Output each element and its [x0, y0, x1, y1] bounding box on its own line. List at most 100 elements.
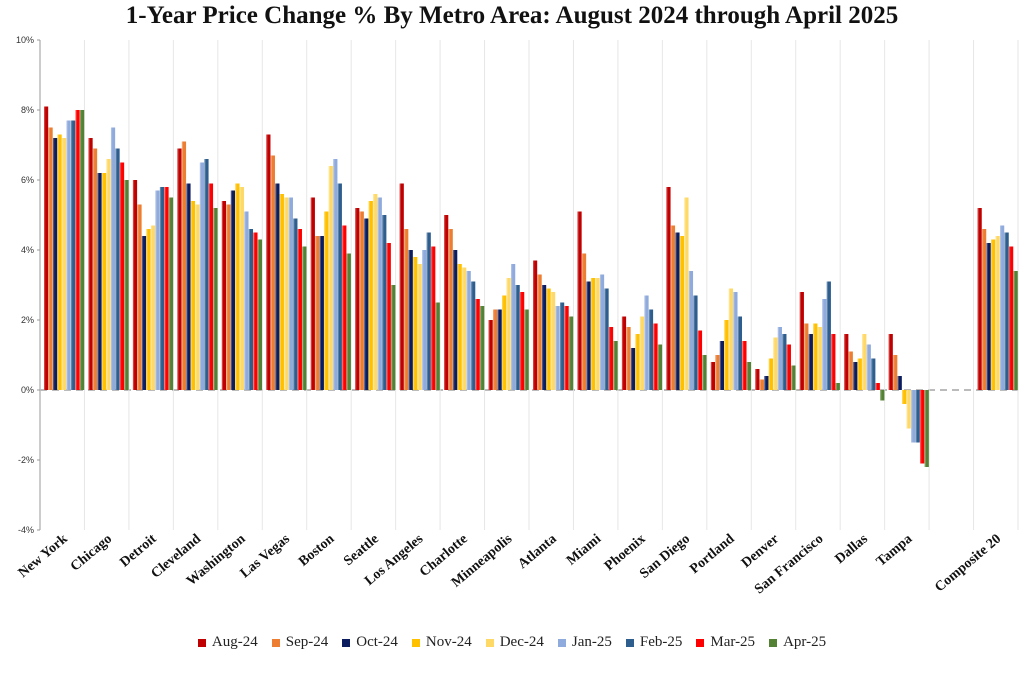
bar [608, 327, 614, 390]
bar-highlight [542, 285, 544, 390]
bar-highlight [466, 271, 468, 390]
y-tick-label: -2% [18, 455, 34, 465]
bar [742, 341, 747, 390]
bar-highlight [817, 327, 819, 390]
bar [444, 215, 449, 390]
bar [106, 159, 111, 390]
bar [284, 197, 289, 390]
bar-highlight [608, 327, 611, 390]
bar [364, 218, 369, 390]
bar-highlight [92, 148, 95, 390]
bar [88, 138, 93, 390]
bar-highlight [57, 134, 59, 390]
bar [293, 218, 298, 390]
bar-highlight [777, 327, 779, 390]
bar [604, 288, 609, 390]
bar [915, 390, 920, 443]
bar-highlight [315, 236, 317, 390]
bar-highlight [880, 390, 882, 401]
bar [613, 341, 618, 390]
bar-highlight [897, 376, 899, 390]
bar [644, 295, 649, 390]
bar [62, 138, 67, 390]
bar-highlight [110, 127, 113, 390]
bar-highlight [515, 285, 517, 390]
bar-highlight [546, 288, 548, 390]
bar-highlight [920, 390, 922, 464]
bar-highlight [413, 257, 415, 390]
bar-highlight [697, 330, 700, 390]
bar-highlight [657, 344, 660, 390]
bar [253, 232, 258, 390]
legend-swatch [271, 638, 280, 647]
bar-highlight [88, 138, 90, 390]
bar-highlight [715, 355, 717, 390]
bar-highlight [399, 183, 401, 390]
bar-highlight [915, 390, 917, 443]
bar-highlight [675, 232, 677, 390]
bar [639, 316, 645, 390]
bar-highlight [804, 323, 806, 390]
bar [746, 362, 752, 390]
legend-swatch [625, 638, 634, 647]
bar [653, 323, 658, 390]
bar [577, 211, 582, 390]
bar [275, 183, 280, 390]
bar-highlight [684, 197, 686, 390]
bar [791, 365, 796, 390]
bar [408, 250, 413, 390]
bar-highlight [213, 208, 215, 390]
bar-highlight [186, 183, 188, 390]
bar-highlight [911, 390, 913, 443]
bar-highlight [626, 327, 628, 390]
bar-highlight [742, 341, 744, 390]
legend-label: Apr-25 [783, 634, 827, 650]
bar-highlight [871, 358, 873, 390]
bar-highlight [453, 250, 455, 390]
bar [226, 204, 231, 390]
bar [466, 271, 471, 390]
bar [564, 306, 569, 390]
bar-highlight [159, 187, 162, 390]
bar-highlight [75, 110, 77, 390]
bar [71, 120, 76, 390]
bar-highlight [493, 309, 495, 390]
bar-highlight [44, 106, 46, 390]
bar-highlight [893, 355, 895, 390]
legend-swatch [197, 638, 206, 647]
bar [524, 309, 529, 390]
bar-highlight [417, 264, 419, 390]
bar [413, 257, 418, 390]
bar [386, 243, 391, 390]
bar [880, 390, 885, 401]
bar [435, 302, 440, 390]
bar [991, 239, 996, 390]
bar [235, 183, 240, 390]
bar-highlight [328, 166, 330, 390]
bar-highlight [560, 302, 562, 390]
bar [630, 348, 636, 390]
bar [506, 278, 511, 390]
bar-highlight [324, 211, 326, 390]
bar [177, 148, 182, 390]
bar [857, 358, 862, 390]
bar-highlight [737, 316, 740, 390]
bar [515, 285, 520, 390]
bar [786, 344, 791, 390]
bar [893, 355, 898, 390]
x-category-label: Boston [296, 531, 337, 569]
bar-highlight [239, 187, 242, 390]
bar-highlight [786, 344, 788, 390]
bar-highlight [355, 208, 357, 390]
bar-highlight [826, 281, 828, 390]
bar-highlight [733, 292, 735, 390]
bar [159, 187, 165, 390]
bar [190, 201, 196, 390]
x-category-label: Composite 20 [932, 532, 1004, 596]
bar [146, 229, 151, 390]
bar-highlight [279, 194, 281, 390]
bar [391, 285, 396, 390]
bar-highlight [195, 204, 197, 390]
chart-legend: Aug-24 Sep-24 Oct-24 Nov-24 Dec-24 Jan-25 Feb-… [0, 634, 1024, 651]
bar [871, 358, 876, 390]
